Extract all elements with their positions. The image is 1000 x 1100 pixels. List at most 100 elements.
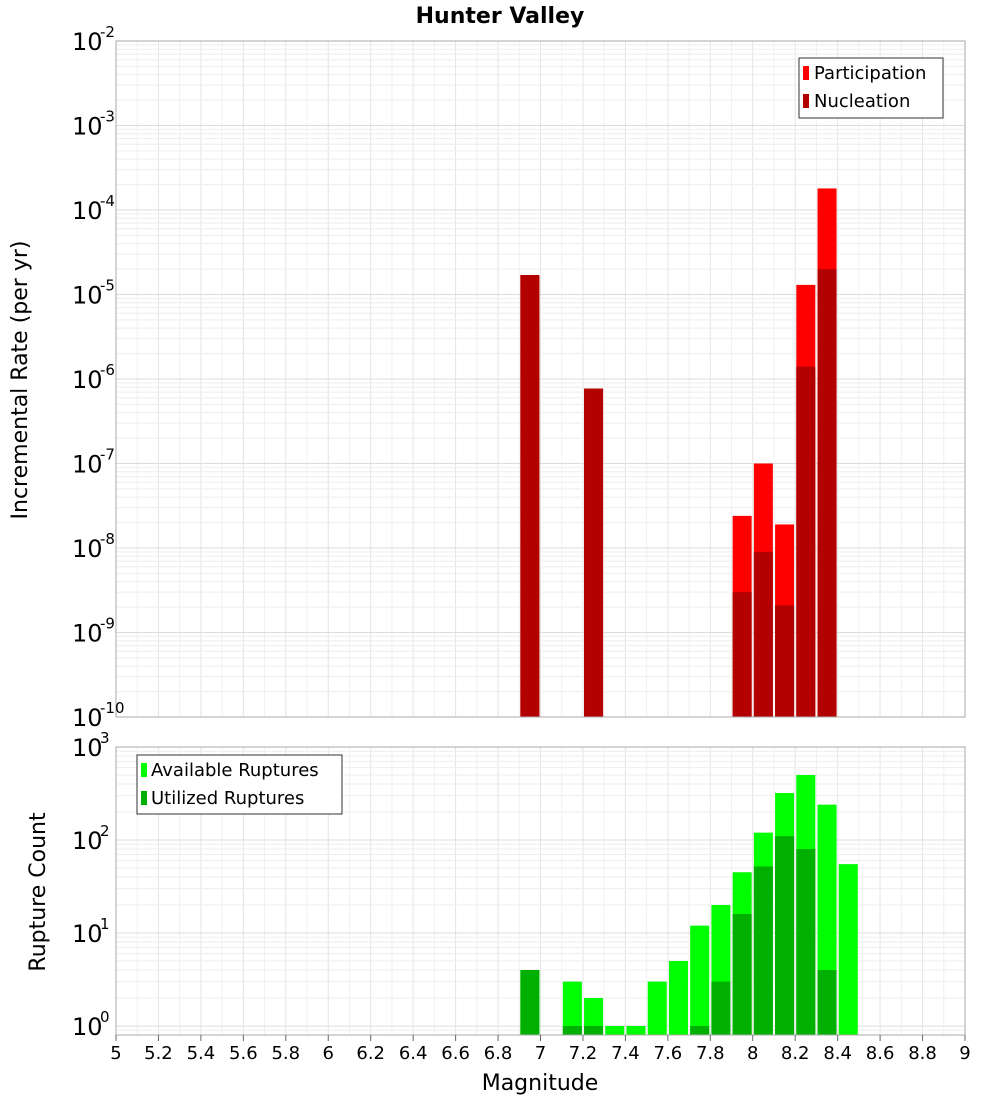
y-tick-exponent: -6: [100, 361, 115, 379]
x-tick-label: 6.6: [441, 1043, 470, 1064]
x-tick-label: 5.4: [187, 1043, 216, 1064]
y-tick-exponent: -10: [100, 699, 125, 717]
x-axis-label: Magnitude: [482, 1071, 599, 1096]
participation-legend-label: Participation: [814, 63, 926, 84]
bottom-legend: Available Ruptures Utilized Ruptures: [136, 754, 343, 815]
available-ruptures-legend-swatch: [141, 763, 147, 777]
y-tick-base: 10: [72, 734, 103, 762]
bar-utilized-ruptures: [562, 1025, 582, 1035]
top-legend: Participation Nucleation: [798, 57, 944, 119]
x-tick-label: 7.4: [611, 1043, 640, 1064]
y-tick-exponent: 1: [100, 915, 110, 933]
y-tick-base: 10: [72, 1013, 103, 1041]
x-tick-label: 7.2: [569, 1043, 598, 1064]
y-tick-exponent: -2: [100, 23, 115, 41]
bar-available-ruptures: [647, 981, 667, 1035]
y-tick-label: 103: [72, 729, 110, 762]
y-tick-exponent: -4: [100, 192, 115, 210]
x-tick-label: 8.2: [781, 1043, 810, 1064]
y-tick-exponent: -7: [100, 446, 115, 464]
bottom-legend-box: [136, 754, 343, 815]
x-tick-label: 8.4: [823, 1043, 852, 1064]
y-tick-label: 10-9: [72, 615, 115, 648]
bottom-bars: [520, 774, 858, 1035]
y-tick-label: 10-5: [72, 277, 115, 310]
top-plot-frame: [115, 40, 966, 718]
bar-utilized-ruptures: [732, 914, 752, 1035]
y-tick-label: 102: [72, 822, 110, 855]
bar-available-ruptures: [626, 1025, 646, 1035]
bar-utilized-ruptures: [520, 969, 540, 1035]
y-tick-label: 10-10: [72, 699, 125, 732]
x-tick-label: 6.2: [356, 1043, 385, 1064]
bar-nucleation: [796, 366, 816, 717]
top-grid: [115, 40, 966, 718]
utilized-ruptures-legend-label: Utilized Ruptures: [151, 788, 304, 809]
bar-utilized-ruptures: [796, 849, 816, 1035]
y-tick-base: 10: [72, 827, 103, 855]
bar-available-ruptures: [668, 960, 688, 1035]
y-tick-base: 10: [72, 197, 103, 225]
bar-available-ruptures: [584, 997, 604, 1035]
bar-utilized-ruptures: [711, 981, 731, 1035]
bar-utilized-ruptures: [817, 969, 837, 1035]
top-y-axis-label: Incremental Rate (per yr): [8, 241, 33, 520]
x-tick-label: 7.6: [654, 1043, 683, 1064]
x-tick-label: 8: [747, 1043, 758, 1064]
y-tick-base: 10: [72, 113, 103, 141]
x-tick-label: 9: [959, 1043, 970, 1064]
x-tick-label: 6: [323, 1043, 334, 1064]
y-tick-exponent: -5: [100, 277, 115, 295]
bar-nucleation: [817, 269, 837, 717]
available-ruptures-legend-label: Available Ruptures: [151, 760, 319, 781]
x-tick-label: 7.8: [696, 1043, 725, 1064]
y-tick-label: 10-3: [72, 108, 115, 141]
bottom-y-axis-label: Rupture Count: [26, 812, 51, 972]
y-tick-label: 100: [72, 1008, 110, 1041]
x-tick-label: 5.2: [144, 1043, 173, 1064]
y-tick-exponent: -9: [100, 615, 115, 633]
bar-utilized-ruptures: [690, 1025, 710, 1035]
bar-nucleation: [775, 605, 795, 717]
y-tick-label: 10-2: [72, 23, 115, 56]
x-tick-label: 8.8: [908, 1043, 937, 1064]
y-tick-exponent: 0: [100, 1008, 110, 1026]
y-tick-label: 10-7: [72, 446, 115, 479]
chart-title: Hunter Valley: [416, 4, 585, 29]
y-tick-base: 10: [72, 620, 103, 648]
top-bars: [520, 188, 837, 718]
x-tick-label: 5: [110, 1043, 121, 1064]
y-tick-base: 10: [72, 920, 103, 948]
bar-available-ruptures: [562, 981, 582, 1035]
utilized-ruptures-legend-swatch: [141, 791, 147, 805]
y-tick-label: 10-4: [72, 192, 115, 225]
y-tick-exponent: -3: [100, 108, 115, 126]
y-tick-exponent: -8: [100, 530, 115, 548]
bar-nucleation: [520, 275, 540, 717]
bar-available-ruptures: [838, 864, 858, 1035]
bar-available-ruptures: [690, 925, 710, 1035]
y-tick-label: 10-8: [72, 530, 115, 563]
bar-nucleation: [584, 388, 604, 717]
bar-nucleation: [753, 551, 773, 717]
x-tick-label: 6.4: [399, 1043, 428, 1064]
nucleation-legend-label: Nucleation: [814, 91, 910, 112]
nucleation-legend-swatch: [803, 94, 809, 108]
bar-available-ruptures: [605, 1025, 625, 1035]
y-tick-base: 10: [72, 282, 103, 310]
x-tick-label: 7: [535, 1043, 546, 1064]
y-tick-exponent: 3: [100, 729, 110, 747]
top-legend-box: [798, 57, 944, 119]
bar-utilized-ruptures: [775, 836, 795, 1035]
x-tick-label: 8.6: [866, 1043, 895, 1064]
x-tick-label: 5.8: [271, 1043, 300, 1064]
y-tick-label: 101: [72, 915, 110, 948]
y-tick-base: 10: [72, 704, 103, 732]
y-tick-base: 10: [72, 451, 103, 479]
y-tick-base: 10: [72, 366, 103, 394]
